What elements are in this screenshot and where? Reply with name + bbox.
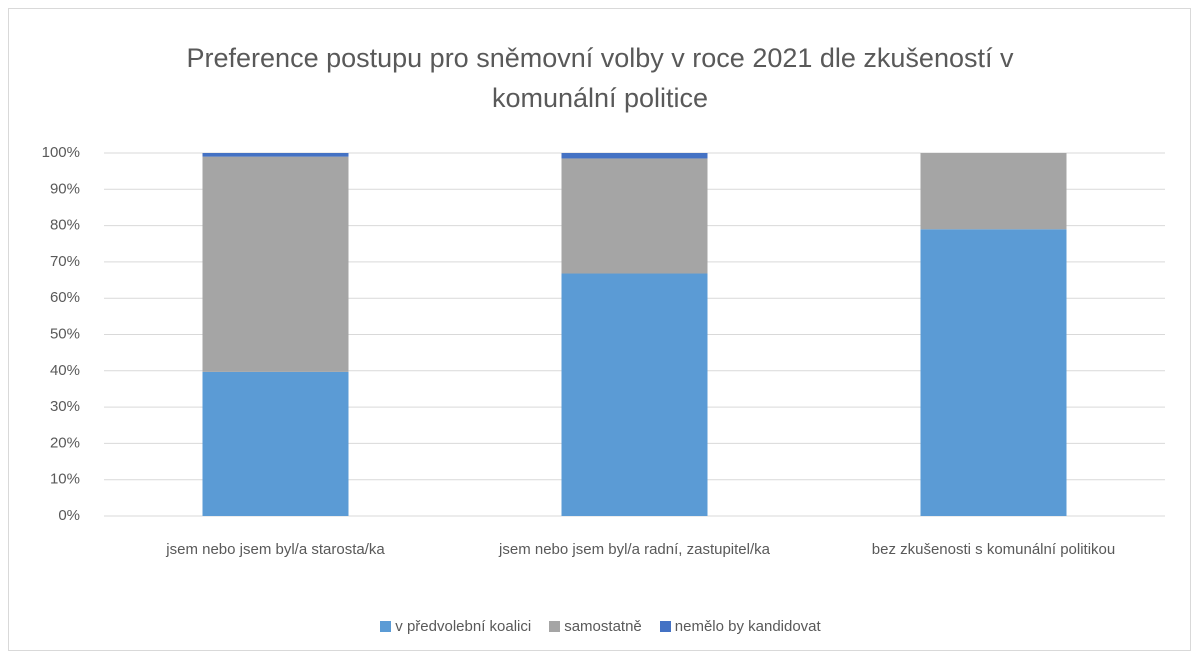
legend-item: nemělo by kandidovat: [659, 618, 821, 635]
x-tick-label: jsem nebo jsem byl/a radní, zastupitel/k…: [499, 541, 770, 558]
legend-label: v předvolební koalici: [395, 618, 532, 635]
bar-segment: [561, 273, 708, 516]
y-tick-label: 80%: [50, 217, 80, 234]
y-tick-label: 30%: [50, 398, 80, 415]
y-tick-label: 100%: [42, 144, 80, 161]
y-tick-label: 40%: [50, 362, 80, 379]
x-tick-label: jsem nebo jsem byl/a starosta/ka: [166, 541, 385, 558]
bar-segment: [202, 156, 349, 372]
legend-label: samostatně: [564, 618, 642, 635]
bar-segment: [561, 153, 708, 159]
y-tick-label: 70%: [50, 253, 80, 270]
bar-segment: [920, 229, 1067, 517]
x-tick-label: bez zkušenosti s komunální politikou: [871, 541, 1116, 558]
legend-item: samostatně: [549, 618, 642, 635]
y-tick-label: 60%: [50, 289, 80, 306]
chart-title: Preference postupu pro sněmovní volby v …: [186, 43, 1014, 113]
bar-segment: [202, 153, 349, 157]
chart-frame: [8, 8, 1191, 651]
legend: v předvolební koalici samostatně nemělo by…: [0, 618, 1201, 635]
legend-swatch: [659, 621, 671, 632]
legend-swatch: [380, 621, 392, 632]
y-tick-label: 0%: [58, 507, 80, 524]
y-tick-label: 90%: [50, 180, 80, 197]
legend-label: nemělo by kandidovat: [674, 618, 821, 635]
y-tick-label: 50%: [50, 325, 80, 342]
bar-segment: [202, 371, 349, 516]
bar-segment: [920, 153, 1067, 230]
y-tick-label: 10%: [50, 471, 80, 488]
y-tick-label: 20%: [50, 434, 80, 451]
legend-item: v předvolební koalici: [380, 618, 531, 635]
legend-swatch: [549, 621, 561, 632]
bar-segment: [561, 158, 708, 274]
